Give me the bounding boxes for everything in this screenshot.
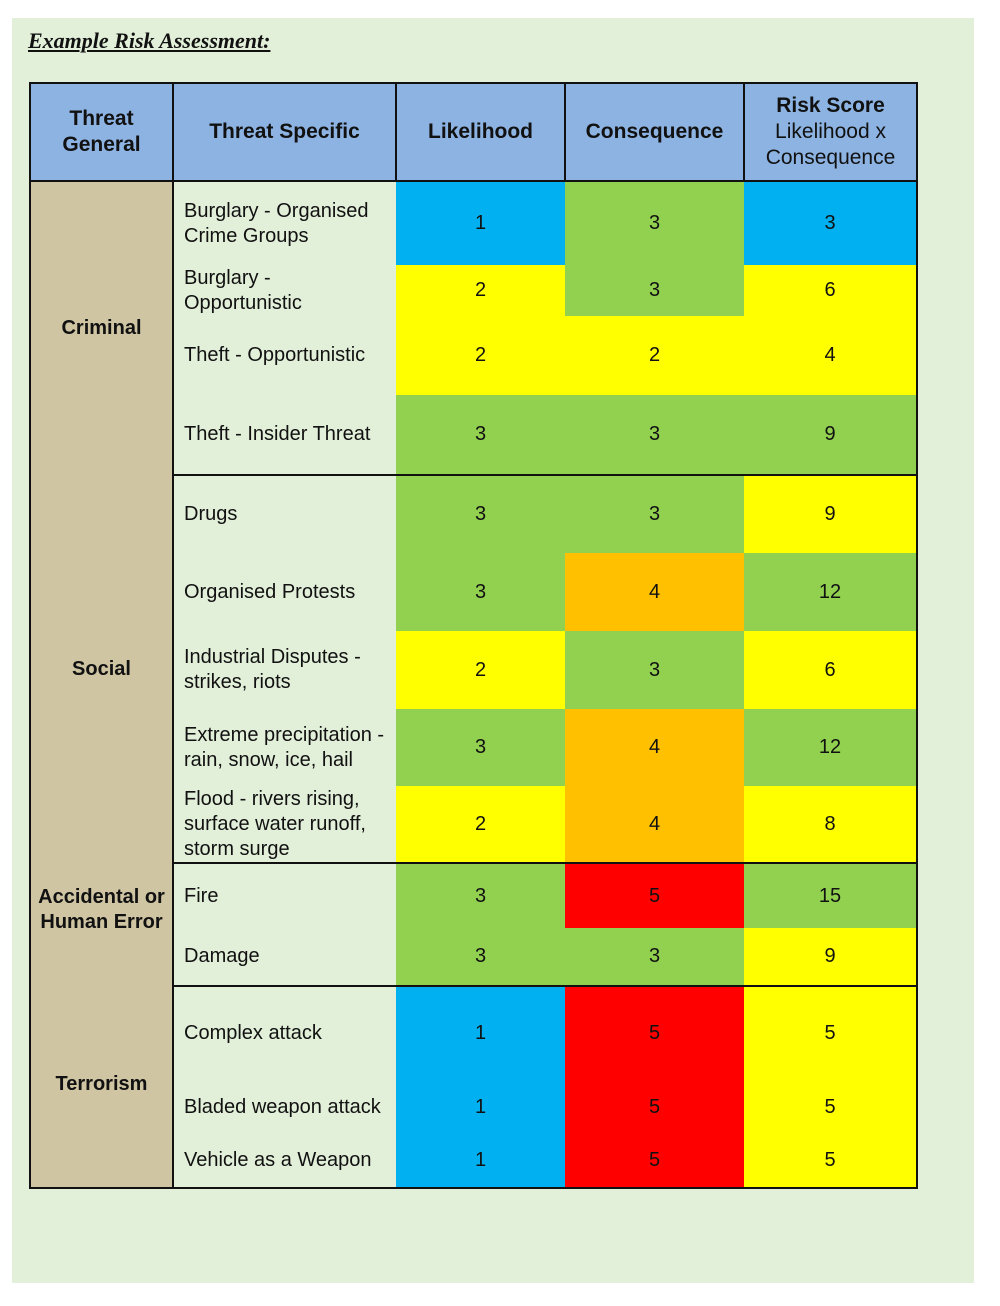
table-row: Social Drugs 3 3 9 (30, 475, 917, 863)
consequence-cell: 4 (565, 786, 744, 864)
risk-score-cell: 3 (744, 181, 917, 265)
risk-score-cell: 5 (744, 1134, 917, 1189)
header-consequence: Consequence (564, 82, 745, 182)
threat-general-cell: Criminal (30, 181, 174, 475)
risk-assessment-table: Threat General Threat Specific Likelihoo… (29, 82, 918, 1189)
likelihood-cell: 2 (396, 786, 565, 864)
threat-general-cell: Terrorism (30, 986, 174, 1188)
header-risk-score: Risk Score Likelihood x Consequence (743, 82, 918, 182)
table-row: Vehicle as a Weapon 1 5 5 (30, 1134, 917, 1189)
risk-score-cell: 5 (744, 1080, 917, 1134)
threat-specific-cell: Industrial Disputes - strikes, riots (173, 631, 396, 709)
risk-score-cell: 6 (744, 265, 917, 316)
document-title: Example Risk Assessment: (28, 28, 271, 53)
table-body: Criminal Burglary - Organised Crime Group… (30, 181, 917, 1189)
table-row: Terrorism Complex attack 1 5 5 (30, 986, 917, 1188)
threat-specific-cell: Vehicle as a Weapon (173, 1134, 396, 1189)
consequence-cell: 5 (565, 986, 744, 1080)
threat-specific-cell: Drugs (173, 475, 396, 553)
likelihood-cell: 3 (396, 709, 565, 786)
threat-specific-cell: Extreme precipitation - rain, snow, ice,… (173, 709, 396, 786)
table-row: Industrial Disputes - strikes, riots 2 3 6 (30, 631, 917, 709)
table-row: Flood - rivers rising, surface water run… (30, 786, 917, 864)
consequence-cell: 4 (565, 553, 744, 631)
risk-score-cell: 6 (744, 631, 917, 709)
likelihood-cell: 3 (396, 863, 565, 928)
table-row: Bladed weapon attack 1 5 5 (30, 1080, 917, 1134)
likelihood-cell: 1 (396, 1134, 565, 1189)
consequence-cell: 5 (565, 1080, 744, 1134)
header-risk-score-formula: Likelihood x Consequence (765, 120, 896, 169)
threat-specific-cell: Theft - Insider Threat (173, 395, 396, 476)
risk-score-cell: 5 (744, 986, 917, 1080)
threat-specific-cell: Theft - Opportunistic (173, 316, 396, 395)
likelihood-cell: 3 (396, 553, 565, 631)
threat-general-cell: Accidental or Human Error (30, 863, 174, 986)
consequence-cell: 3 (565, 395, 744, 476)
risk-score-cell: 9 (744, 928, 917, 987)
consequence-cell: 2 (565, 316, 744, 395)
threat-general-cell: Social (30, 475, 174, 863)
likelihood-cell: 2 (396, 265, 565, 316)
likelihood-cell: 2 (396, 631, 565, 709)
risk-score-cell: 4 (744, 316, 917, 395)
table-row: Organised Protests 3 4 12 (30, 553, 917, 631)
consequence-cell: 3 (565, 928, 744, 987)
likelihood-cell: 1 (396, 1080, 565, 1134)
table-row: Criminal Burglary - Organised Crime Group… (30, 181, 917, 475)
consequence-cell: 3 (565, 475, 744, 553)
threat-specific-cell: Complex attack (173, 986, 396, 1080)
header-row: Threat General Threat Specific Likelihoo… (29, 82, 918, 182)
consequence-cell: 4 (565, 709, 744, 786)
consequence-cell: 5 (565, 863, 744, 928)
risk-score-cell: 9 (744, 475, 917, 553)
risk-score-cell: 12 (744, 709, 917, 786)
table-row: Theft - Opportunistic 2 2 4 (30, 316, 917, 395)
table-row: Theft - Insider Threat 3 3 9 (30, 395, 917, 476)
table-row: Damage 3 3 9 (30, 928, 917, 987)
consequence-cell: 3 (565, 181, 744, 265)
likelihood-cell: 3 (396, 475, 565, 553)
threat-specific-cell: Burglary - Opportunistic (173, 265, 396, 316)
likelihood-cell: 1 (396, 181, 565, 265)
consequence-cell: 5 (565, 1134, 744, 1189)
threat-specific-cell: Damage (173, 928, 396, 987)
table-row: Burglary - Opportunistic 2 3 6 (30, 265, 917, 316)
risk-score-cell: 15 (744, 863, 917, 928)
risk-score-cell: 8 (744, 786, 917, 864)
header-threat-specific: Threat Specific (172, 82, 397, 182)
consequence-cell: 3 (565, 265, 744, 316)
header-likelihood: Likelihood (395, 82, 566, 182)
document-page: Example Risk Assessment: Threat General … (12, 18, 974, 1283)
table-row: Extreme precipitation - rain, snow, ice,… (30, 709, 917, 786)
risk-score-cell: 9 (744, 395, 917, 476)
threat-specific-cell: Organised Protests (173, 553, 396, 631)
table-row: Accidental or Human Error Fire 3 5 15 (30, 863, 917, 986)
threat-specific-cell: Burglary - Organised Crime Groups (173, 181, 396, 265)
risk-score-cell: 12 (744, 553, 917, 631)
header-threat-general: Threat General (29, 82, 174, 182)
likelihood-cell: 1 (396, 986, 565, 1080)
consequence-cell: 3 (565, 631, 744, 709)
likelihood-cell: 3 (396, 928, 565, 987)
threat-specific-cell: Bladed weapon attack (173, 1080, 396, 1134)
threat-specific-cell: Flood - rivers rising, surface water run… (173, 786, 396, 864)
threat-specific-cell: Fire (173, 863, 396, 928)
likelihood-cell: 3 (396, 395, 565, 476)
likelihood-cell: 2 (396, 316, 565, 395)
header-risk-score-title: Risk Score (776, 94, 885, 117)
